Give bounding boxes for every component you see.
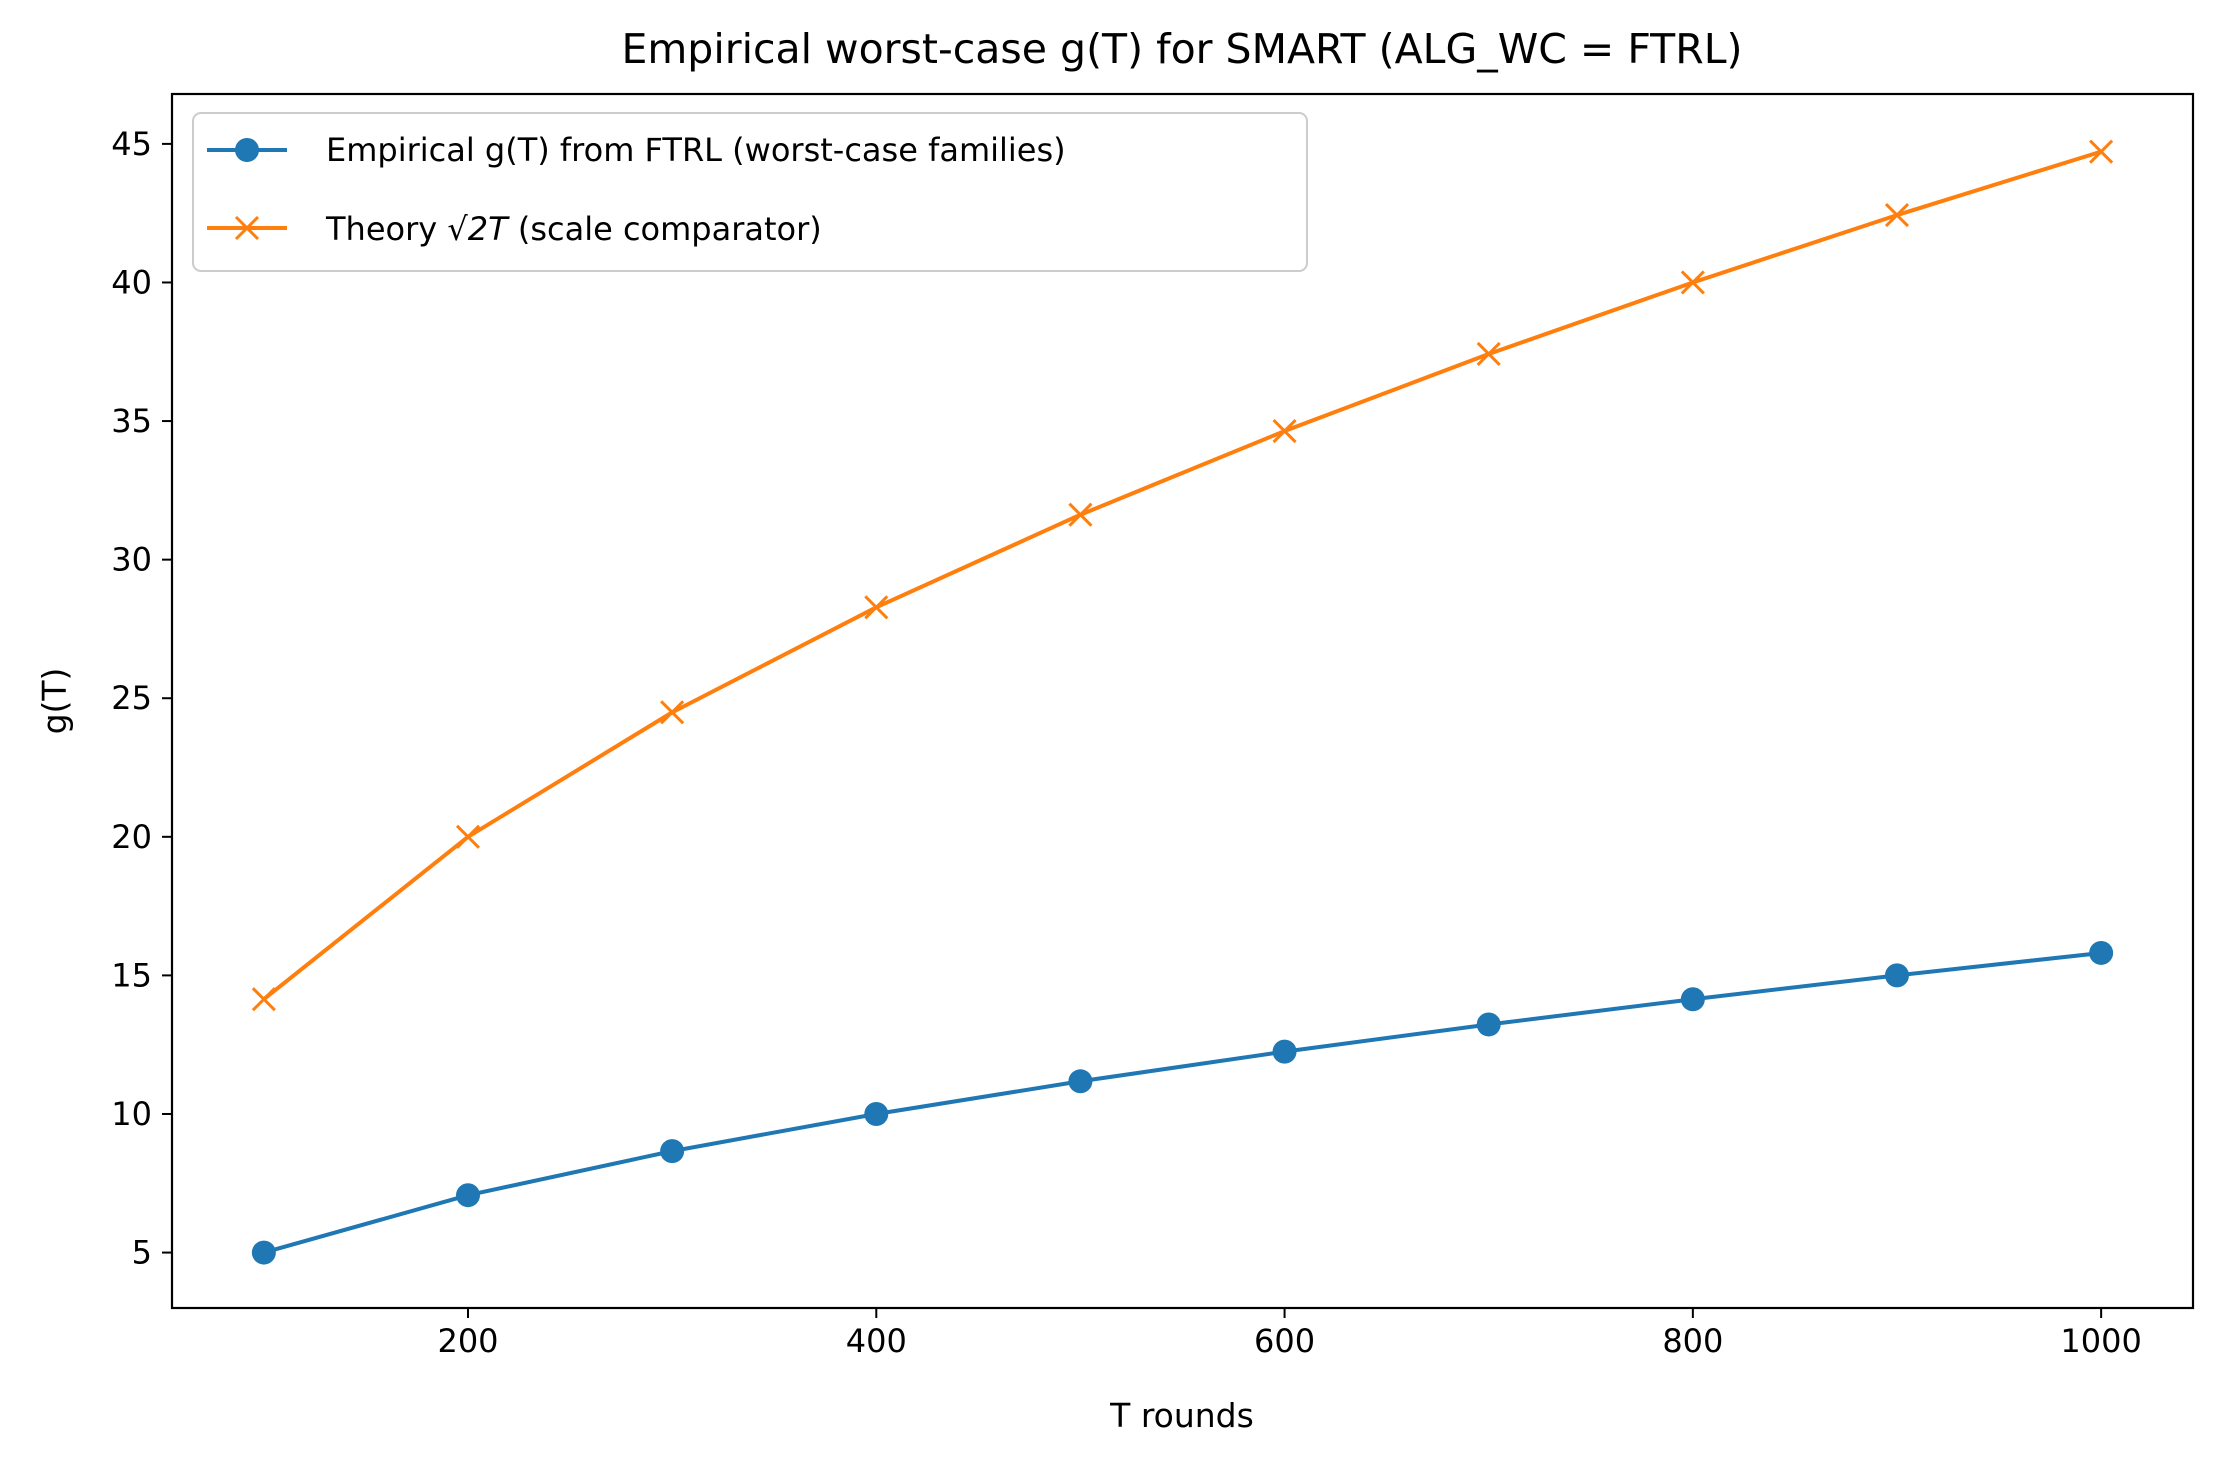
legend-entry-theory: Theory √2T (scale comparator): [207, 210, 822, 248]
y-tick-label: 30: [111, 541, 152, 579]
data-point-theory: [251, 987, 276, 1012]
data-point-theory: [864, 595, 889, 620]
legend-label-theory-suffix: (scale comparator): [508, 210, 822, 248]
data-point-theory: [455, 824, 481, 849]
y-tick-label: 25: [111, 679, 152, 717]
plot-marks: [251, 139, 2114, 1265]
y-tick-label: 40: [111, 263, 152, 301]
data-point-empirical: [2089, 940, 2114, 965]
data-point-theory: [2089, 139, 2114, 164]
y-axis-label: g(T): [35, 668, 74, 735]
data-point-theory: [1680, 270, 1705, 295]
legend-label-empirical: Empirical g(T) from FTRL (worst-case fam…: [326, 131, 1066, 169]
data-point-empirical: [1068, 1069, 1093, 1094]
legend-marker-theory: [234, 215, 260, 241]
data-point-empirical: [1272, 1039, 1297, 1064]
plot-area-frame: [170, 92, 2195, 1310]
data-point-theory: [660, 700, 685, 725]
legend-label-theory-prefix: Theory: [325, 210, 447, 248]
data-point-theory: [1068, 502, 1093, 527]
y-tick-label: 35: [111, 402, 152, 440]
x-tick-label: 600: [1254, 1322, 1315, 1360]
series-line-empirical: [263, 950, 2102, 1255]
legend-label-theory-math: √2T: [447, 210, 510, 248]
data-point-empirical: [456, 1183, 481, 1208]
chart-title: Empirical worst-case g(T) for SMART (ALG…: [621, 25, 1742, 73]
legend-label-theory: Theory √2T (scale comparator): [325, 210, 822, 248]
data-point-empirical: [1476, 1012, 1501, 1037]
data-point-empirical: [251, 1240, 276, 1265]
legend-marker-empirical: [235, 138, 259, 162]
data-point-empirical: [1884, 963, 1909, 988]
data-point-theory: [1476, 341, 1501, 367]
y-tick-label: 45: [111, 125, 152, 163]
x-axis-label: T rounds: [1109, 1396, 1254, 1435]
y-tick-label: 15: [111, 956, 152, 994]
y-tick-label: 5: [132, 1234, 152, 1272]
y-tick-label: 10: [111, 1095, 152, 1133]
legend-box: [192, 112, 1308, 272]
data-point-empirical: [660, 1139, 685, 1164]
legend-entry-empirical: Empirical g(T) from FTRL (worst-case fam…: [207, 131, 1066, 169]
x-tick-label: 200: [437, 1322, 498, 1360]
series-line-theory: [262, 149, 2102, 1001]
data-point-empirical: [864, 1101, 889, 1126]
y-tick-label: 20: [111, 818, 152, 856]
data-point-theory: [1272, 418, 1297, 444]
x-tick-label: 400: [846, 1322, 907, 1360]
data-point-empirical: [1680, 987, 1705, 1012]
legend: Empirical g(T) from FTRL (worst-case fam…: [192, 112, 1308, 272]
x-tick-label: 1000: [2060, 1322, 2141, 1360]
axis-ticks: 200 400 600 800 1000 5 10 15 20 25 30 35 40 45: [111, 125, 2142, 1360]
x-tick-label: 800: [1662, 1322, 1723, 1360]
data-point-theory: [1884, 203, 1910, 228]
